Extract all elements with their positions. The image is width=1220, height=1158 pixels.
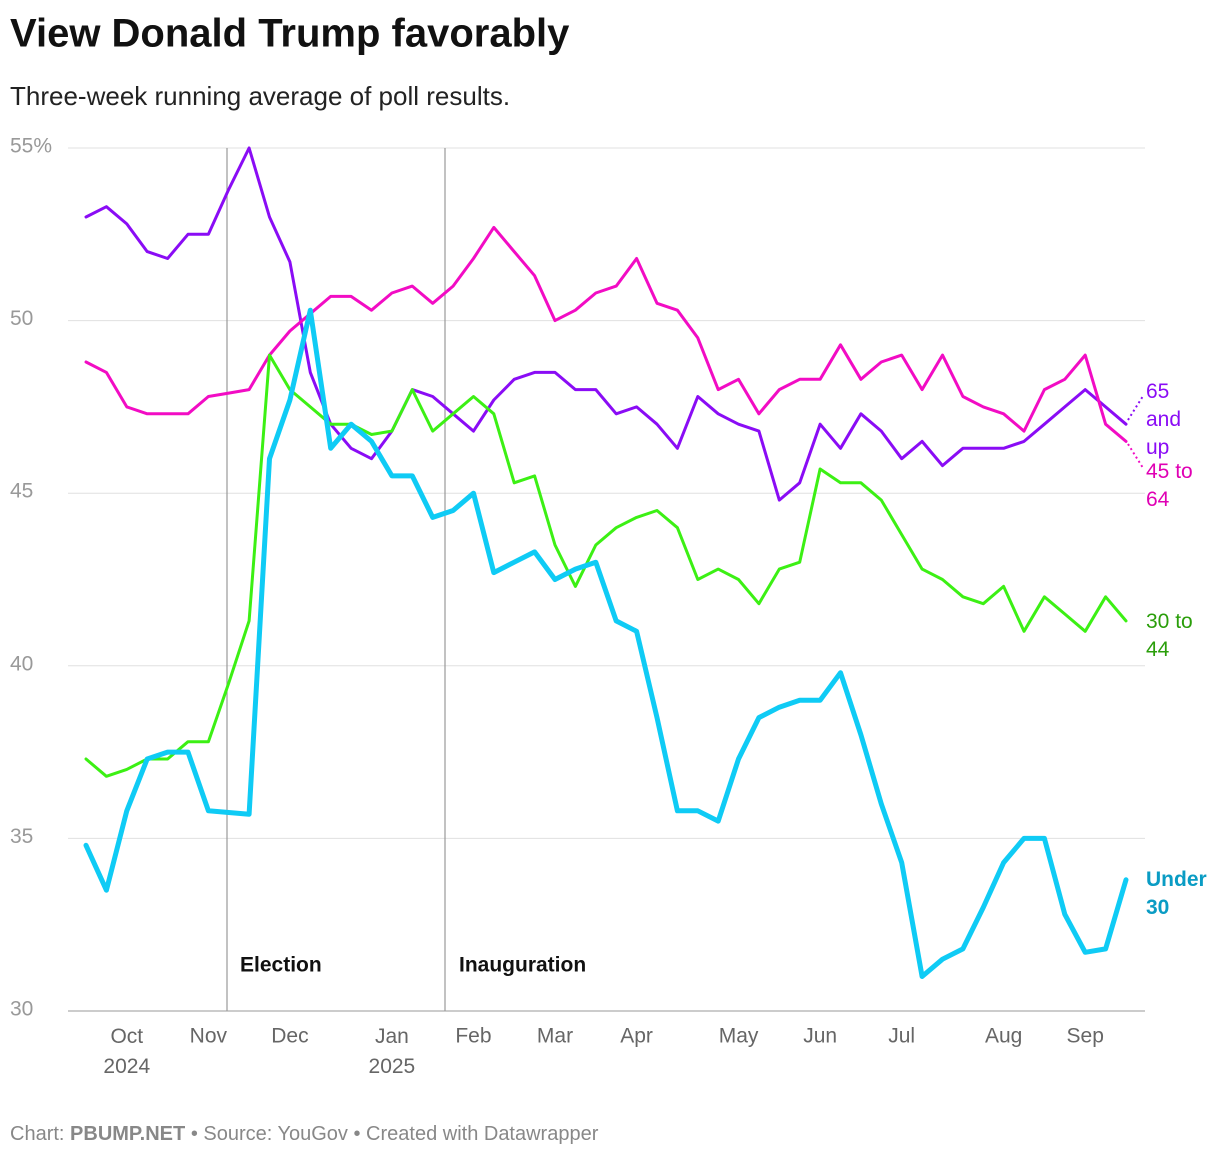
- series-label: Under 30: [1146, 868, 1207, 919]
- x-tick-label: Aug: [985, 1025, 1022, 1048]
- y-tick-label: 40: [10, 652, 33, 675]
- series-label: 30 to 44: [1146, 610, 1193, 661]
- label-connector: [1127, 443, 1144, 469]
- y-tick-label: 50: [10, 307, 33, 330]
- footer: Chart: PBUMP.NET • Source: YouGov • Crea…: [10, 1123, 599, 1145]
- x-tick-label: Jun: [803, 1025, 837, 1048]
- footer-credit: PBUMP.NET: [70, 1123, 185, 1145]
- x-tick-label: Mar: [537, 1025, 573, 1048]
- y-tick-label: 55%: [10, 135, 52, 158]
- series-line: [84, 225, 1128, 443]
- chart-subtitle: Three-week running average of poll resul…: [10, 81, 510, 111]
- x-tick-label: May: [719, 1025, 759, 1048]
- x-tick-label: Jan 2025: [369, 1025, 416, 1078]
- series-label: 65 and up: [1146, 380, 1182, 459]
- lines: [83, 146, 1129, 979]
- footer-source: • Source: YouGov • Created with Datawrap…: [191, 1123, 599, 1145]
- annotation: Inauguration: [459, 954, 586, 977]
- annotation: Election: [240, 954, 322, 977]
- y-tick-label: 45: [10, 480, 33, 503]
- series-label: 45 to 64: [1146, 460, 1193, 511]
- chart-title: View Donald Trump favorably: [10, 12, 570, 56]
- x-tick-label: Feb: [455, 1025, 491, 1048]
- x-tick-label: Oct 2024: [103, 1025, 150, 1078]
- y-tick-label: 30: [10, 998, 33, 1021]
- y-tick-label: 35: [10, 825, 33, 848]
- series-line: [84, 353, 1128, 778]
- footer-credit-label: Chart:: [10, 1123, 64, 1145]
- x-tick-label: Dec: [271, 1025, 308, 1048]
- x-tick-label: Nov: [190, 1025, 228, 1048]
- series-line: [84, 146, 1128, 502]
- x-tick-label: Apr: [620, 1025, 653, 1048]
- series-line: [83, 307, 1129, 979]
- x-tick-label: Jul: [888, 1025, 915, 1048]
- x-tick-label: Sep: [1067, 1025, 1104, 1048]
- label-connector: [1127, 395, 1144, 421]
- grid: 30 35 40 45 50 55% Oct 2024 Nov Dec Jan 2025 Feb Mar A…: [10, 135, 1145, 1078]
